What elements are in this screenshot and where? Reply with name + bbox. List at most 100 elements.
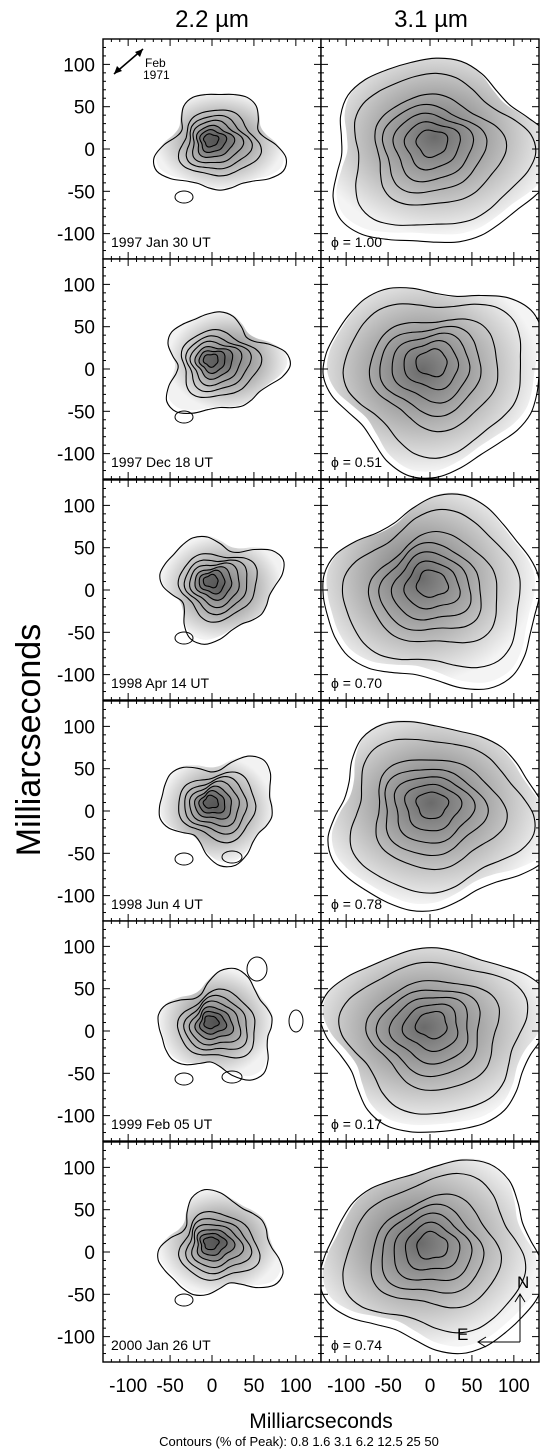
contour-level-5 [392, 112, 475, 183]
panel-r5-c1: 1999 Feb 05 UT [102, 920, 322, 1142]
contour-level-2 [176, 988, 256, 1059]
contour-levels-legend: Contours (% of Peak): 0.8 1.6 3.1 6.2 12… [159, 1434, 439, 1449]
contour-level-7 [202, 573, 219, 589]
contour-level-3 [375, 759, 508, 871]
row-phase-label: ϕ = 0.74 [331, 1337, 382, 1353]
contour-level-1 [321, 1159, 539, 1355]
contour-level-3 [185, 335, 252, 393]
y-tick-label: 100 [63, 1158, 95, 1179]
contour-level-3 [365, 980, 501, 1091]
panel-r6-c2: ϕ = 0.74 [320, 1141, 540, 1363]
y-tick-label: -100 [57, 445, 95, 466]
y-tick-labels-row-6: 100 50 0 -50 -100 [57, 1158, 95, 1348]
contour-level-7 [415, 129, 449, 159]
panel-r5-c2: ϕ = 0.17 [320, 920, 540, 1142]
contour-level-2 [342, 303, 522, 459]
x-tick-label: 50 [243, 1376, 264, 1397]
contour-level-1 [321, 947, 539, 1133]
contour-level-5 [390, 551, 472, 621]
contour-level-7 [414, 1010, 448, 1040]
contour-level-3 [185, 114, 253, 170]
contour-level-5 [194, 346, 234, 380]
y-tick-label: 0 [84, 140, 95, 161]
contour-level-7 [202, 133, 220, 148]
contour-level-3 [368, 318, 499, 433]
contour-level-7 [202, 353, 219, 368]
y-tick-label: 100 [63, 717, 95, 738]
contour-level-4 [379, 325, 482, 417]
contour-level-6 [403, 340, 460, 391]
y-tick-label: 50 [74, 980, 95, 1001]
contour-level-3 [367, 530, 498, 644]
contour-level-5 [393, 1212, 473, 1282]
contour-level-2 [349, 738, 536, 894]
contour-level-6 [198, 1010, 228, 1035]
contour-level-5 [388, 996, 469, 1065]
y-tick-label: -100 [57, 225, 95, 246]
y-tick-labels-row-2: 100 50 0 -50 -100 [57, 275, 95, 465]
contour-level-7 [203, 1015, 220, 1030]
contour-level-3 [183, 994, 248, 1051]
panel-r3-c1: 1998 Apr 14 UT [102, 479, 322, 701]
y-tick-label: -100 [57, 1328, 95, 1349]
y-tick-label: 0 [84, 802, 95, 823]
contour-level-2 [177, 109, 262, 177]
contour-level-6 [198, 569, 226, 595]
orientation-arrow: Feb 1971 [113, 48, 170, 82]
contour-level-4 [381, 1203, 485, 1294]
contour-level-1 [157, 1188, 284, 1296]
row-date-label: 2000 Jan 26 UT [111, 1337, 211, 1353]
x-tick-label: -50 [374, 1376, 401, 1397]
contour-level-1 [327, 720, 539, 912]
contour-level-2 [180, 329, 263, 399]
contour-level-7 [202, 794, 219, 809]
contour-level-4 [381, 103, 488, 194]
row-phase-label: ϕ = 1.00 [331, 234, 382, 250]
contour-level-5 [195, 124, 236, 159]
contour-level-4 [188, 780, 240, 827]
contour-level-2 [178, 771, 257, 844]
x-tick-label: 0 [207, 1376, 218, 1397]
contour-level-3 [374, 93, 508, 206]
y-tick-labels-row-1: 100 50 0 -50 -100 [57, 55, 95, 245]
y-tick-label: 100 [63, 275, 95, 296]
contour-level-7 [415, 791, 450, 820]
contour-level-1 [159, 535, 285, 645]
contour-level-4 [384, 768, 489, 857]
contour-level-1 [332, 57, 539, 243]
x-tick-label: -50 [156, 1376, 183, 1397]
contour-level-4 [378, 542, 482, 631]
row-date-label: 1998 Jun 4 UT [111, 896, 203, 912]
contour-level-4 [189, 340, 243, 387]
y-tick-label: -50 [68, 1064, 95, 1085]
contour-level-2 [338, 961, 529, 1115]
panel-r6-c1: 2000 Jan 26 UT [102, 1141, 322, 1363]
y-tick-label: -50 [68, 844, 95, 865]
panel-grid: 1997 Jan 30 UT ϕ = 1.00 100 50 0 -50 -100 1997 … [57, 38, 540, 1363]
panel-r2-c2: ϕ = 0.51 [320, 258, 540, 480]
contour-level-3 [184, 776, 248, 835]
panel-r1-c2: ϕ = 1.00 [320, 38, 540, 260]
contour-level-3 [183, 559, 248, 616]
compass: NE [457, 1273, 529, 1348]
y-axis-label: Milliarcseconds [10, 624, 48, 856]
row-phase-label: ϕ = 0.78 [331, 896, 382, 912]
orientation-arrow-label-year: 1971 [143, 68, 170, 82]
row-date-label: 1997 Dec 18 UT [111, 454, 213, 470]
y-tick-label: 50 [74, 760, 95, 781]
contour-level-4 [188, 1000, 242, 1046]
contour-level-1 [152, 93, 288, 191]
y-tick-label: 50 [74, 98, 95, 119]
y-tick-label: 0 [84, 581, 95, 602]
x-axis-label: Milliarcseconds [249, 1410, 393, 1433]
y-tick-labels-row-5: 100 50 0 -50 -100 [57, 937, 95, 1127]
panel-r1-c1: 1997 Jan 30 UT [102, 38, 322, 260]
contour-level-6 [198, 350, 226, 374]
compass-east-label: E [457, 1325, 468, 1344]
contour-level-6 [198, 790, 226, 814]
contour-level-4 [189, 562, 240, 609]
column-title-2-2um: 2.2 µm [175, 6, 249, 33]
contour-level-6 [403, 560, 461, 610]
x-tick-label: 100 [498, 1376, 530, 1397]
panel-r4-c1: 1998 Jun 4 UT [102, 700, 322, 922]
